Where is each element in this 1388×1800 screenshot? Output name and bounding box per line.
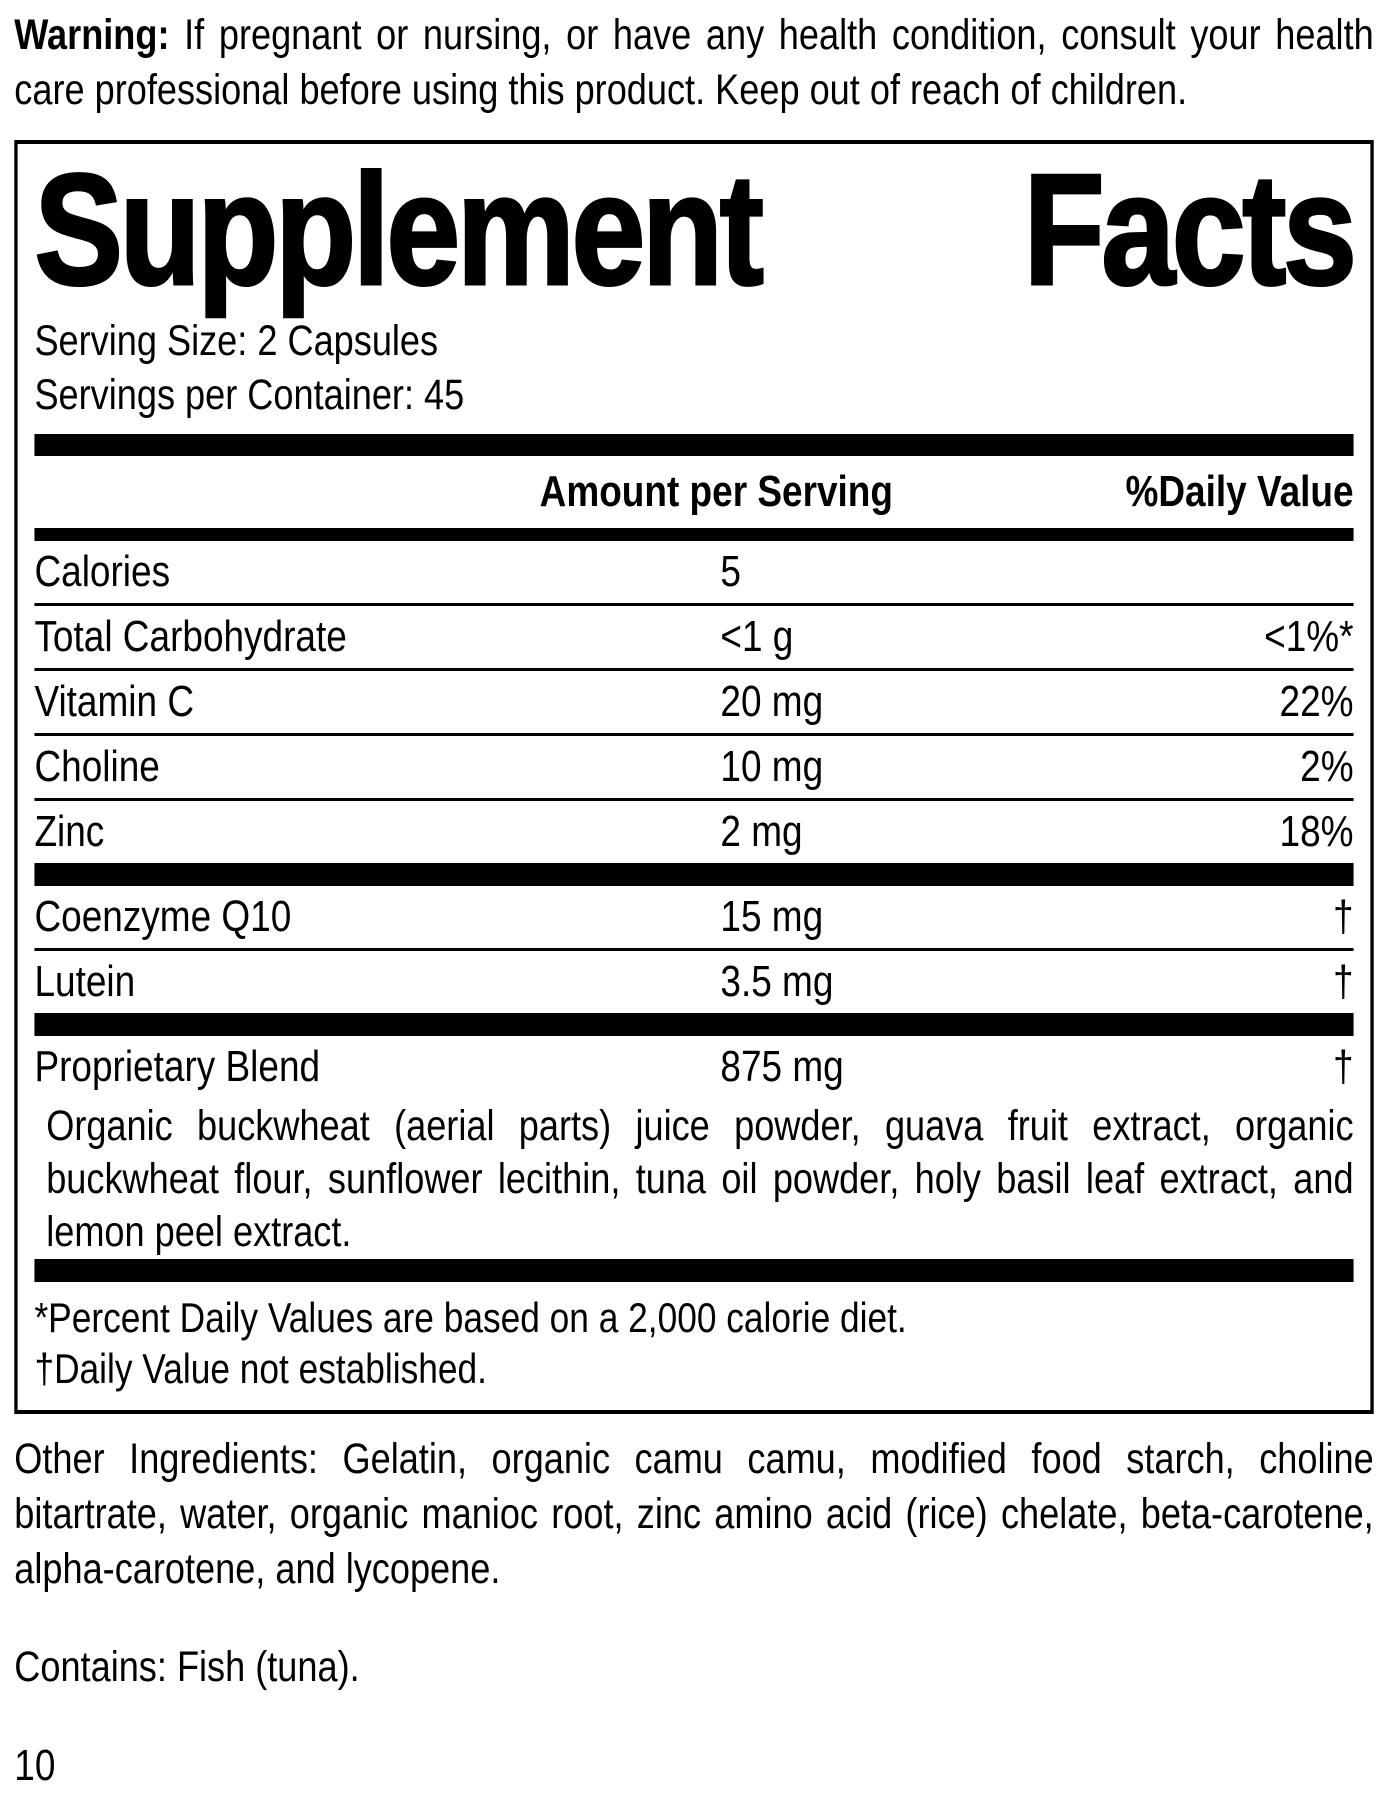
page-number: 10 [14,1741,56,1790]
footnotes: *Percent Daily Values are based on a 2,0… [34,1282,1353,1394]
divider-bar-header [34,528,1354,541]
proprietary-blend-row: Proprietary Blend 875 mg † [34,1036,1353,1098]
nutrient-amount: 875 mg [720,1042,844,1091]
nutrient-name: Zinc [34,807,105,856]
footnote-percent-daily-value: *Percent Daily Values are based on a 2,0… [34,1294,907,1341]
nutrient-amount: <1 g [720,612,794,661]
nutrient-row-choline: Choline 10 mg 2% [34,736,1353,798]
row-divider [34,948,1354,951]
row-divider [34,668,1354,671]
row-divider [34,603,1354,606]
nutrient-name: Lutein [34,957,136,1006]
nutrient-amount: 2 mg [720,807,803,856]
divider-bar-section-3 [34,1259,1354,1282]
panel-title-left: Supplement [33,142,765,318]
nutrient-amount: 15 mg [720,892,824,941]
nutrient-name: Total Carbohydrate [34,612,347,661]
nutrient-dv: <1%* [1264,612,1354,661]
warning-paragraph: Warning: If pregnant or nursing, or have… [14,8,1373,118]
nutrient-amount: 3.5 mg [720,957,834,1006]
warning-label: Warning: [14,11,170,59]
nutrient-dv: † [1332,957,1354,1006]
nutrient-dv: † [1332,1042,1354,1091]
servings-per-container: Servings per Container: 45 [34,371,465,419]
nutrient-name: Vitamin C [34,677,195,726]
nutrient-name: Calories [34,547,171,596]
panel-title-right: Facts [1022,142,1358,318]
nutrient-dv: 2% [1300,742,1354,791]
serving-info: Serving Size: 2 Capsules Servings per Co… [34,314,1353,422]
nutrient-name: Choline [34,742,160,791]
divider-bar-section-1 [34,863,1354,886]
supplement-facts-panel: Supplement Facts Serving Size: 2 Capsule… [14,140,1374,1414]
nutrient-dv: 18% [1279,807,1354,856]
divider-bar-top [34,434,1354,456]
row-divider [34,733,1354,736]
nutrient-dv: † [1332,892,1354,941]
nutrient-amount: 5 [720,547,741,596]
table-header-row: Amount per Serving %Daily Value [34,456,1354,528]
column-header-daily-value: %Daily Value [1125,467,1354,516]
warning-text: If pregnant or nursing, or have any heal… [14,11,1374,114]
column-header-amount: Amount per Serving [539,467,893,516]
nutrient-amount: 10 mg [720,742,824,791]
nutrient-amount: 20 mg [720,677,824,726]
nutrient-name: Coenzyme Q10 [34,892,292,941]
footnote-daily-value-not-established: †Daily Value not established. [34,1345,487,1392]
nutrient-name: Proprietary Blend [34,1042,321,1091]
nutrient-row-calories: Calories 5 [34,541,1353,603]
nutrient-row-zinc: Zinc 2 mg 18% [34,801,1353,863]
nutrient-row-total-carbohydrate: Total Carbohydrate <1 g <1%* [34,606,1353,668]
row-divider [34,798,1354,801]
nutrient-row-coenzyme-q10: Coenzyme Q10 15 mg † [34,886,1353,948]
nutrient-dv: 22% [1279,677,1354,726]
panel-title: Supplement Facts [33,142,1358,318]
serving-size: Serving Size: 2 Capsules [34,317,439,365]
nutrient-row-lutein: Lutein 3.5 mg † [34,951,1353,1013]
other-ingredients: Other Ingredients: Gelatin, organic camu… [14,1435,1374,1593]
contains-statement: Contains: Fish (tuna). [14,1643,360,1691]
nutrient-row-vitamin-c: Vitamin C 20 mg 22% [34,671,1353,733]
blend-description: Organic buckwheat (aerial parts) juice p… [46,1102,1354,1256]
divider-bar-section-2 [34,1013,1354,1036]
